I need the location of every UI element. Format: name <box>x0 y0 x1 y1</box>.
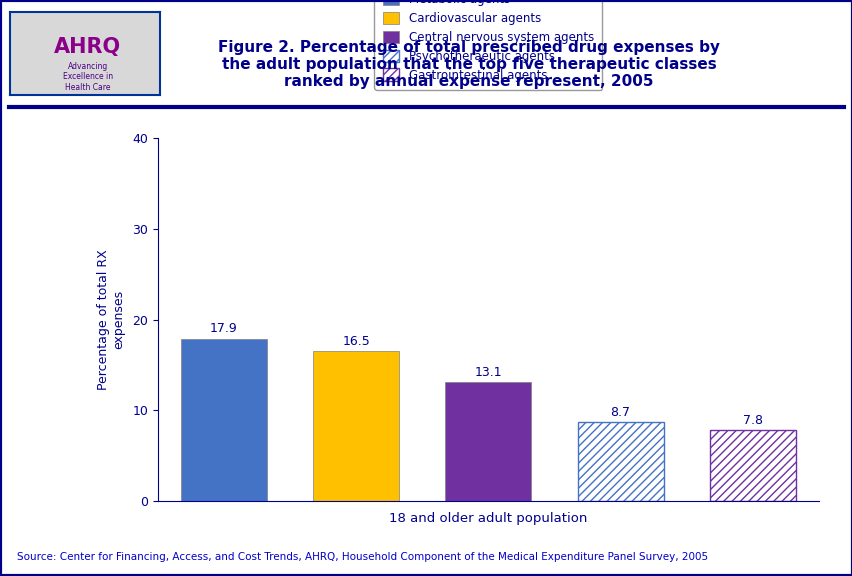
Text: 17.9: 17.9 <box>210 322 238 335</box>
Text: AHRQ: AHRQ <box>55 37 121 56</box>
X-axis label: 18 and older adult population: 18 and older adult population <box>389 512 587 525</box>
Bar <box>577 422 663 501</box>
Y-axis label: Percentage of total RX
expenses: Percentage of total RX expenses <box>97 249 125 390</box>
Text: ranked by annual expense represent, 2005: ranked by annual expense represent, 2005 <box>284 74 653 89</box>
Bar <box>445 382 531 501</box>
Text: 8.7: 8.7 <box>610 406 630 419</box>
Bar <box>181 339 267 501</box>
Bar <box>313 351 399 501</box>
Text: 7.8: 7.8 <box>742 414 762 427</box>
Text: the adult population that the top five therapeutic classes: the adult population that the top five t… <box>222 57 716 72</box>
Bar <box>709 430 795 501</box>
Text: Figure 2. Percentage of total prescribed drug expenses by: Figure 2. Percentage of total prescribed… <box>218 40 719 55</box>
Text: Source: Center for Financing, Access, and Cost Trends, AHRQ, Household Component: Source: Center for Financing, Access, an… <box>17 552 707 562</box>
Text: Advancing
Excellence in
Health Care: Advancing Excellence in Health Care <box>63 62 112 92</box>
Text: 13.1: 13.1 <box>474 366 502 378</box>
Text: 16.5: 16.5 <box>342 335 370 348</box>
Legend: Metabolic agents, Cardiovascular agents, Central nervous system agents, Psychoth: Metabolic agents, Cardiovascular agents,… <box>374 0 602 90</box>
